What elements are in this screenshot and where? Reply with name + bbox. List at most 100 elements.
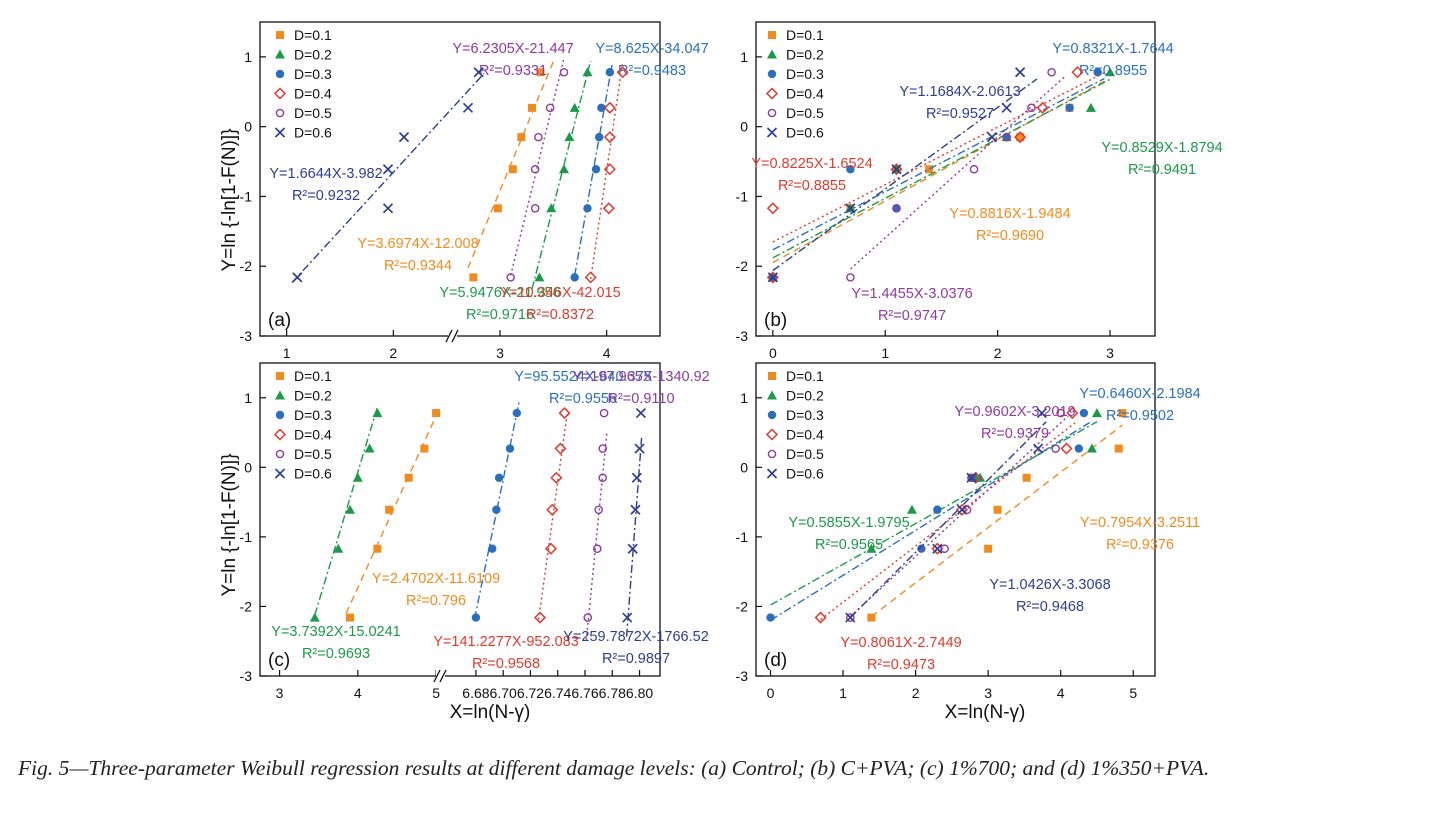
marker-x — [766, 468, 778, 479]
fit-equation: Y=8.625X-34.047 — [595, 41, 708, 57]
series-D-0_6: Y=259.7872X-1766.52 R²=0.9897 — [563, 407, 709, 667]
marker-square — [867, 613, 876, 622]
marker-circle-open — [969, 164, 979, 174]
marker-square — [768, 31, 776, 39]
legend: D=0.1 D=0.2 D=0.3 D=0.4 D=0.5 D=0.6 — [765, 27, 824, 141]
legend-entry: D=0.1 — [294, 27, 332, 43]
marker-square — [385, 505, 394, 514]
marker-circle — [767, 410, 777, 420]
x-tick-label: 3 — [984, 685, 992, 701]
marker-square — [508, 165, 517, 174]
marker-triangle — [1105, 67, 1116, 77]
marker-triangle — [345, 504, 355, 514]
marker-diamond — [603, 101, 616, 114]
series-D-0_6: Y=1.1684X-2.0613 R²=0.9527 — [767, 67, 1038, 283]
marker-circle — [591, 165, 601, 174]
legend-entry: D=0.3 — [294, 66, 332, 82]
series-D-0_5: Y=6.2305X-21.447 R²=0.9331 — [452, 41, 574, 282]
marker-triangle — [866, 543, 877, 553]
series-D-0_2: Y=3.7392X-15.0241 R²=0.9693 — [271, 406, 401, 662]
marker-circle-open — [1002, 132, 1011, 142]
marker-circle — [933, 505, 942, 514]
marker-circle-open — [530, 164, 540, 174]
marker-triangle — [372, 408, 383, 418]
plot-frame — [259, 362, 661, 677]
x-tick-label: 2 — [912, 685, 920, 701]
legend-entry: D=0.6 — [294, 125, 332, 141]
series-D-0_5: Y=197.965X-1340.92 R²=0.9110 — [572, 369, 710, 640]
marker-circle — [488, 544, 497, 553]
marker-triangle — [559, 164, 569, 174]
legend-entry: D=0.5 — [786, 105, 824, 121]
marker-triangle — [333, 543, 344, 553]
fit-r2: R²=0.8955 — [1079, 63, 1147, 79]
marker-x — [986, 132, 998, 143]
axis-break-mark — [451, 329, 459, 343]
y-tick-label: -1 — [736, 529, 749, 545]
fit-equation: Y=95.5524X-640.375 — [514, 369, 651, 385]
series-D-0_3: Y=95.5524X-640.375 R²=0.9556 — [471, 369, 652, 622]
fit-r2: R²=0.8372 — [526, 307, 594, 323]
fit-line — [573, 64, 613, 276]
marker-circle-open — [598, 473, 608, 483]
axis-break-gap — [436, 668, 445, 684]
marker-triangle — [767, 49, 777, 59]
axis-break-mark — [439, 669, 447, 683]
x-tick-label: 6.68 — [462, 685, 489, 701]
marker-triangle — [1091, 408, 1102, 418]
fit-equation: Y=1.4455X-3.0376 — [851, 286, 972, 302]
marker-diamond — [273, 428, 287, 441]
marker-x — [1015, 67, 1026, 78]
legend-entry: D=0.1 — [786, 368, 824, 384]
fit-equation: Y=3.6974X-12.008 — [357, 236, 478, 252]
marker-x — [966, 472, 977, 483]
marker-diamond — [766, 271, 779, 284]
x-tick-label: 6.80 — [626, 685, 653, 701]
fit-equation: Y=3.7392X-15.0241 — [271, 624, 400, 640]
y-tick-label: -2 — [736, 258, 749, 274]
marker-circle-open — [1056, 408, 1065, 418]
marker-x — [845, 203, 856, 214]
fit-equation: Y=2.4702X-11.6109 — [372, 571, 500, 587]
fit-line — [585, 433, 608, 640]
marker-x — [634, 443, 645, 454]
panel-label: (b) — [764, 310, 787, 331]
fit-equation: Y=259.7872X-1766.52 — [563, 629, 709, 645]
marker-square — [768, 372, 776, 380]
series-D-0_4: Y=0.8225X-1.6524 R²=0.8855 — [751, 66, 1105, 284]
marker-diamond — [1014, 131, 1027, 144]
y-tick-label: -2 — [240, 598, 253, 614]
x-tick-label: 0 — [767, 685, 775, 701]
x-tick-label: 1 — [839, 685, 847, 701]
fit-equation: Y=6.2305X-21.447 — [452, 41, 573, 57]
y-tick-label: -3 — [240, 328, 253, 344]
fit-r2: R²=0.9897 — [602, 651, 670, 667]
legend: D=0.1 D=0.2 D=0.3 D=0.4 D=0.5 D=0.6 — [273, 27, 332, 141]
marker-x — [274, 468, 286, 479]
marker-triangle — [275, 49, 285, 59]
fit-r2: R²=0.796 — [406, 593, 466, 609]
marker-circle-open — [892, 204, 901, 213]
fit-r2: R²=0.9693 — [302, 646, 370, 662]
x-tick-label: 0 — [769, 345, 777, 361]
marker-circle — [1065, 103, 1074, 113]
marker-circle — [1002, 132, 1011, 142]
fit-line — [314, 406, 379, 616]
fit-r2: R²=0.9568 — [472, 656, 540, 672]
marker-circle — [492, 505, 501, 514]
x-tick-label: 2 — [389, 345, 397, 361]
panel-label: (d) — [764, 650, 787, 671]
legend-entry: D=0.3 — [786, 407, 824, 423]
y-tick-label: -1 — [736, 188, 749, 204]
fit-equation: Y=0.5855X-1.9795 — [788, 515, 909, 531]
marker-circle-open — [545, 103, 555, 113]
marker-x — [274, 127, 286, 138]
y-tick-label: 1 — [244, 49, 252, 65]
legend-entry: D=0.2 — [786, 388, 824, 404]
panel-label: (c) — [268, 650, 290, 671]
marker-diamond — [616, 66, 629, 79]
marker-circle-open — [594, 505, 603, 515]
fit-equation: Y=1.1684X-2.0613 — [899, 84, 1020, 100]
marker-circle-open — [1051, 444, 1060, 453]
y-tick-label: 0 — [244, 119, 252, 135]
